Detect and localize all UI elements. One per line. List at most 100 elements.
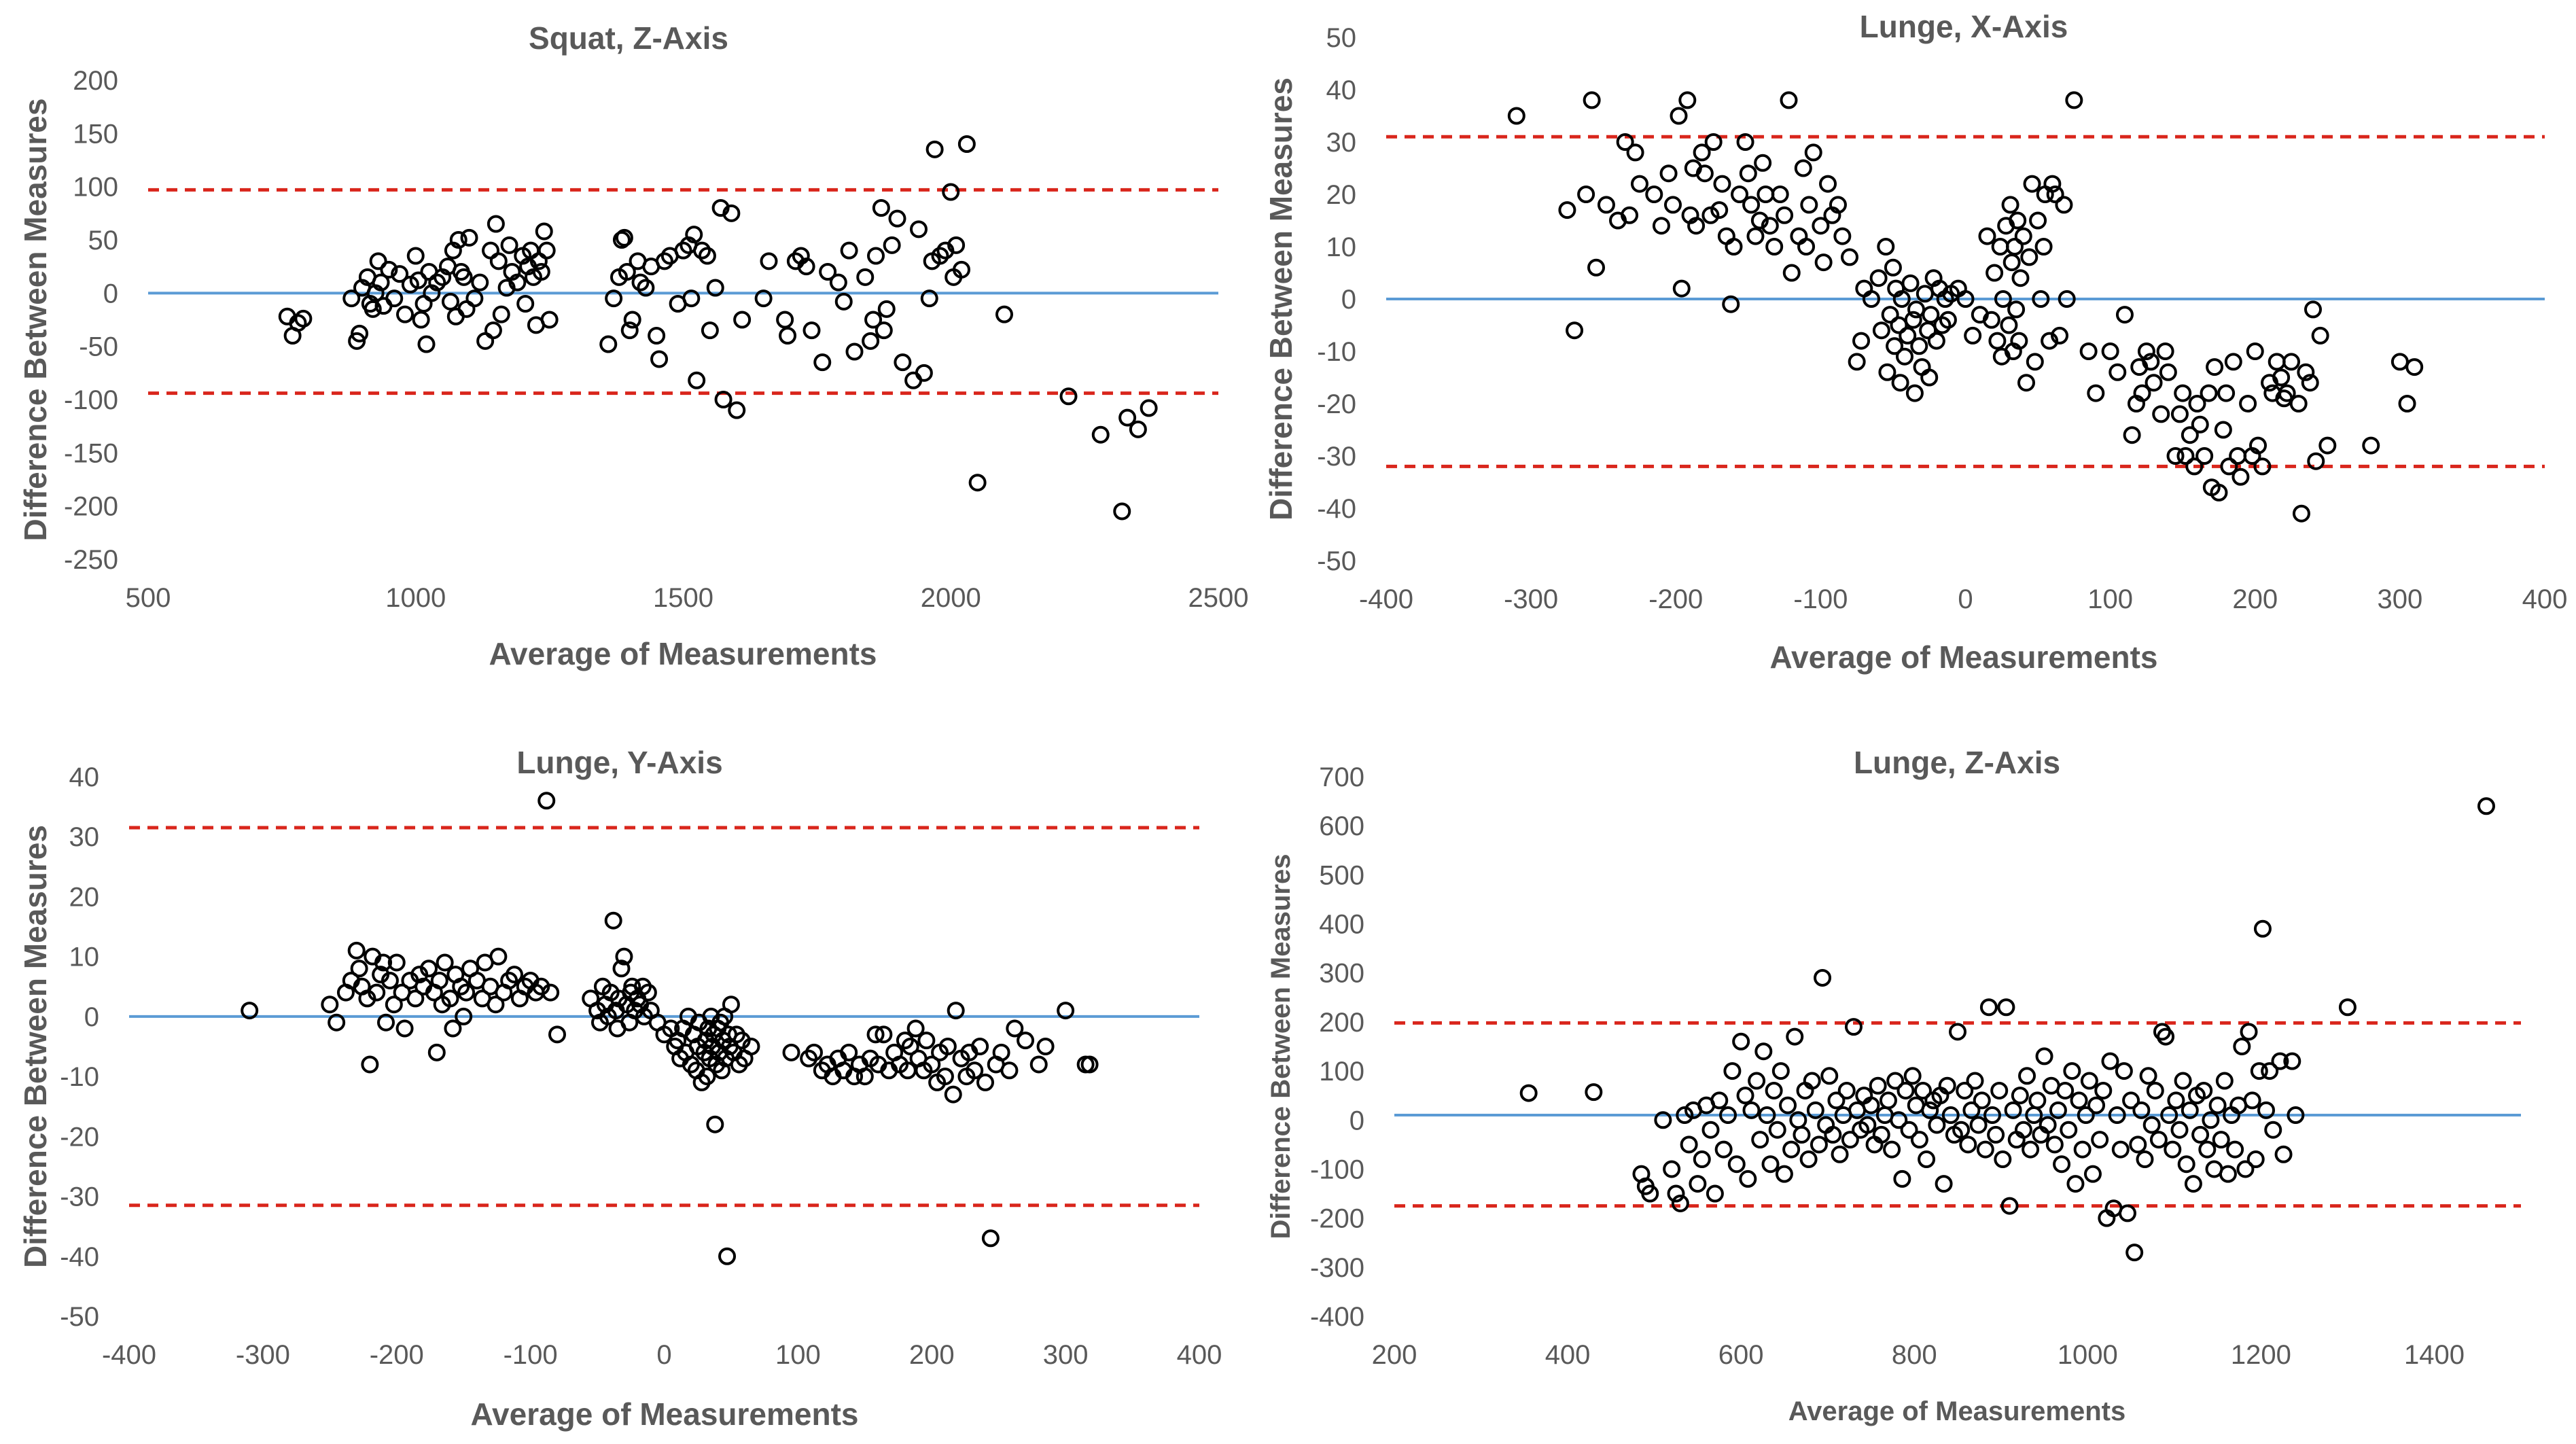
- data-point: [618, 263, 636, 281]
- data-point: [2011, 269, 2030, 287]
- data-point: [441, 292, 459, 311]
- data-point: [1654, 1111, 1672, 1129]
- data-point: [2133, 384, 2151, 402]
- data-point: [427, 1043, 446, 1061]
- data-point: [1746, 227, 1765, 245]
- y-tick-label: 0: [1341, 285, 1356, 315]
- data-point: [351, 324, 369, 342]
- data-point: [1118, 408, 1137, 427]
- data-point: [455, 1007, 473, 1025]
- data-point: [2219, 1165, 2237, 1183]
- data-point: [2249, 436, 2268, 455]
- y-tick-label: 600: [1319, 811, 1364, 841]
- data-point: [1994, 1150, 2012, 1169]
- y-tick-label: 50: [1326, 23, 1357, 53]
- data-point: [1723, 1062, 1742, 1080]
- data-point: [701, 321, 719, 340]
- data-point: [1794, 159, 1812, 177]
- data-point: [548, 1025, 566, 1044]
- x-axis-label: Average of Measurements: [471, 1396, 859, 1432]
- data-point: [2477, 797, 2495, 815]
- data-point: [2272, 368, 2291, 387]
- data-point: [2070, 1091, 2088, 1110]
- data-point: [605, 289, 623, 308]
- data-point: [674, 241, 692, 260]
- data-point: [2109, 363, 2127, 381]
- data-point: [2125, 1244, 2144, 1262]
- data-point: [2191, 415, 2209, 434]
- data-point: [2041, 332, 2059, 350]
- data-point: [537, 241, 556, 260]
- data-point: [754, 289, 773, 308]
- data-point: [1717, 227, 1735, 245]
- data-point: [931, 247, 949, 265]
- y-tick-label: -200: [64, 492, 118, 522]
- y-tick-label: 40: [69, 762, 100, 792]
- data-point: [2101, 342, 2119, 360]
- data-point: [2157, 1027, 2175, 1046]
- data-point: [460, 228, 478, 247]
- data-point: [1803, 1072, 1821, 1090]
- data-point: [942, 183, 960, 201]
- data-point: [819, 263, 837, 281]
- x-tick-label: 200: [909, 1340, 955, 1370]
- data-point: [1879, 1091, 1897, 1110]
- x-tick-label: -300: [1504, 584, 1558, 614]
- data-point: [1732, 1032, 1750, 1051]
- data-point: [1810, 1135, 1828, 1154]
- data-point: [328, 1013, 346, 1032]
- data-point: [693, 241, 711, 260]
- data-point: [2167, 1091, 2185, 1110]
- x-tick-label: 1000: [2058, 1340, 2118, 1370]
- data-point: [2174, 384, 2192, 402]
- y-tick-label: -200: [1310, 1204, 1364, 1234]
- data-point: [805, 1043, 823, 1061]
- data-point: [455, 268, 473, 286]
- data-point: [2398, 395, 2416, 412]
- data-point: [1827, 1091, 1846, 1110]
- data-point: [380, 260, 398, 279]
- data-point: [1896, 1081, 1915, 1099]
- data-point: [1630, 175, 1648, 193]
- data-point: [2181, 426, 2199, 444]
- chart-lunge-x-axis: Lunge, X-Axis50403020100-10-20-30-40-50-…: [1263, 9, 2567, 675]
- data-point: [1765, 238, 1784, 256]
- y-tick-label: -40: [1317, 494, 1356, 524]
- x-tick-label: -300: [236, 1340, 290, 1370]
- data-point: [957, 135, 976, 153]
- data-point: [1952, 1121, 1971, 1139]
- data-point: [1939, 311, 1957, 329]
- data-point: [1872, 1125, 1890, 1144]
- data-point: [1848, 353, 1866, 371]
- data-point: [1920, 368, 1939, 387]
- data-point: [722, 204, 741, 222]
- data-point: [1779, 1096, 1797, 1114]
- data-point: [1739, 164, 1757, 183]
- data-point: [2045, 1135, 2064, 1154]
- data-point: [465, 289, 484, 308]
- data-point: [2018, 1067, 2036, 1085]
- data-point: [368, 983, 386, 1002]
- data-point: [2278, 384, 2296, 402]
- data-point: [862, 332, 880, 350]
- data-point: [1878, 363, 1896, 381]
- x-tick-label: -200: [1648, 584, 1703, 614]
- y-tick-label: -10: [60, 1062, 99, 1092]
- data-point: [1558, 201, 1576, 219]
- data-point: [1080, 1055, 1099, 1074]
- data-point: [381, 971, 399, 989]
- data-point: [2166, 447, 2185, 465]
- data-point: [1921, 1101, 1939, 1119]
- data-point: [1858, 1116, 1877, 1134]
- data-point: [1797, 238, 1816, 256]
- data-point: [2318, 436, 2337, 455]
- data-point: [1775, 1165, 1793, 1183]
- data-point: [1751, 1131, 1769, 1149]
- data-point: [894, 353, 912, 372]
- data-point: [1780, 91, 1798, 109]
- data-point: [947, 236, 966, 254]
- data-point: [1670, 107, 1688, 125]
- data-point: [2065, 91, 2083, 109]
- y-tick-label: -50: [79, 332, 118, 362]
- data-point: [409, 271, 427, 289]
